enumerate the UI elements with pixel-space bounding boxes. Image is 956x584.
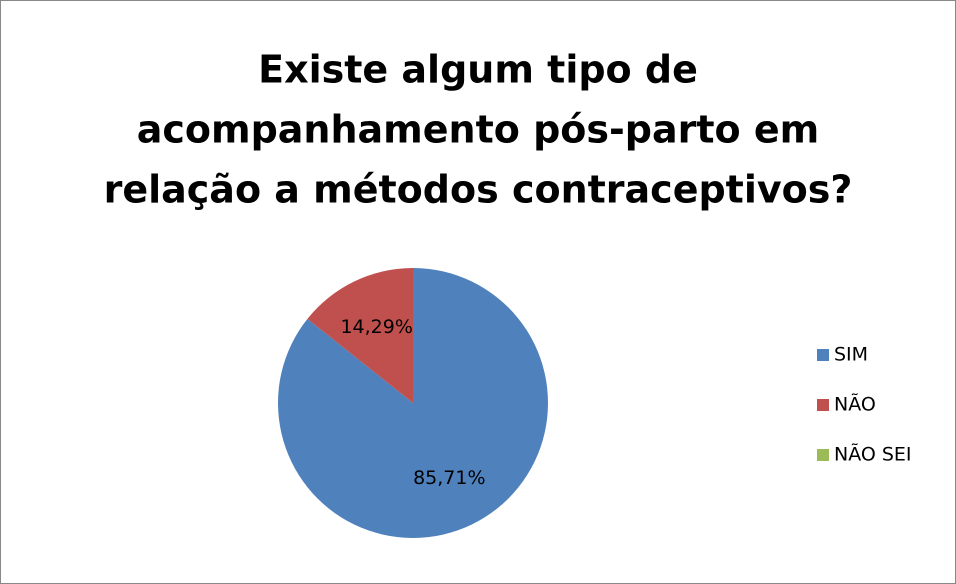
- legend-label: NÃO SEI: [834, 443, 912, 466]
- chart-title: Existe algum tipo de: [258, 48, 698, 92]
- pie-slice: [307, 268, 413, 403]
- chart-title: relação a métodos contraceptivos?: [104, 168, 853, 212]
- chart-title: acompanhamento pós-parto em: [137, 108, 820, 152]
- legend-label: SIM: [834, 344, 868, 366]
- data-label: 85,71%: [413, 467, 485, 489]
- legend-label: NÃO: [834, 393, 876, 416]
- legend-swatch: [817, 449, 829, 461]
- legend-swatch: [817, 349, 829, 361]
- pie-slice: [277, 268, 548, 538]
- data-label: 14,29%: [340, 316, 412, 338]
- legend-swatch: [817, 399, 829, 411]
